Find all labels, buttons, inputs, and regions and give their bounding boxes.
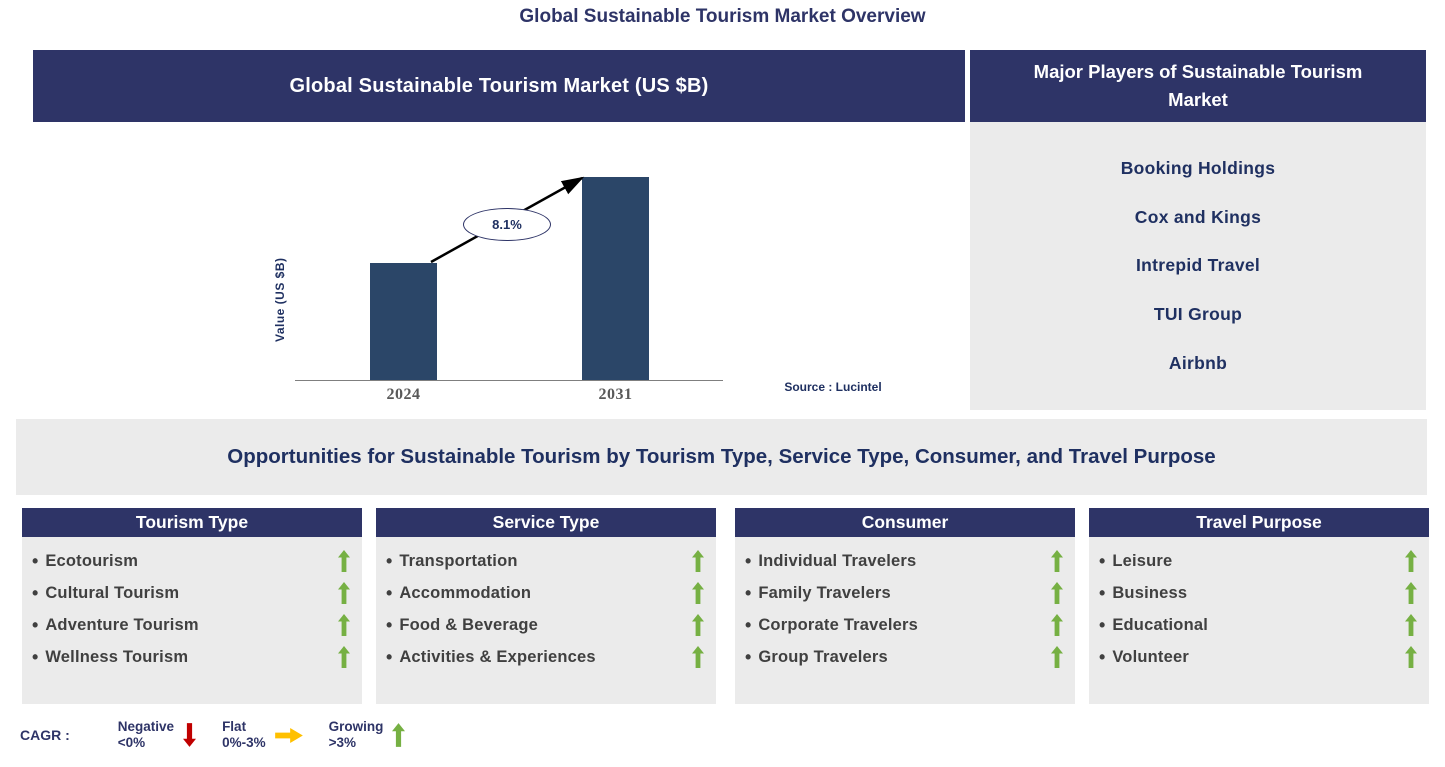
- bullet: •: [745, 615, 752, 635]
- list-item: • Business: [1099, 577, 1417, 609]
- legend-entry-flat: Flat 0%-3%: [222, 719, 303, 751]
- bullet: •: [32, 551, 39, 571]
- legend-entry-text: Flat 0%-3%: [222, 719, 266, 751]
- players-panel-header: Major Players of Sustainable Tourism Mar…: [970, 50, 1426, 122]
- bullet: •: [386, 583, 393, 603]
- player-item: Airbnb: [1168, 353, 1228, 374]
- bullet: •: [32, 615, 39, 635]
- list-item: • Adventure Tourism: [32, 609, 350, 641]
- bullet: •: [1099, 615, 1106, 635]
- list-item: • Wellness Tourism: [32, 641, 350, 673]
- column-consumer: Consumer • Individual Travelers • Family…: [735, 508, 1075, 704]
- down-arrow-icon: [183, 723, 197, 748]
- list-item: • Accommodation: [386, 577, 704, 609]
- list-item: • Leisure: [1099, 545, 1417, 577]
- up-arrow-icon: [1405, 646, 1417, 668]
- bullet: •: [1099, 551, 1106, 571]
- up-arrow-icon: [692, 550, 704, 572]
- up-arrow-icon: [1051, 614, 1063, 636]
- list-item: • Cultural Tourism: [32, 577, 350, 609]
- player-item: TUI Group: [1153, 304, 1243, 325]
- player-item: Booking Holdings: [1120, 157, 1276, 178]
- up-arrow-icon: [1051, 550, 1063, 572]
- column-travel-purpose: Travel Purpose • Leisure • Business • Ed…: [1089, 508, 1429, 704]
- bullet: •: [745, 647, 752, 667]
- bar-2024: [370, 263, 437, 380]
- up-arrow-icon: [338, 550, 350, 572]
- legend-entry-growing: Growing >3%: [329, 719, 406, 751]
- bullet: •: [1099, 583, 1106, 603]
- list-item: • Individual Travelers: [745, 545, 1063, 577]
- up-arrow-icon: [692, 582, 704, 604]
- column-body: • Transportation • Accommodation • Food …: [376, 537, 716, 704]
- bullet: •: [32, 647, 39, 667]
- x-tick-2031: 2031: [598, 386, 633, 403]
- bullet: •: [386, 615, 393, 635]
- column-tourism-type: Tourism Type • Ecotourism • Cultural Tou…: [22, 508, 362, 704]
- up-arrow-icon: [692, 646, 704, 668]
- player-item: Cox and Kings: [1134, 206, 1262, 227]
- bar-chart: Value (US $B) 8.1% 2024 2031 Source : Lu…: [33, 122, 965, 410]
- x-axis-line: [295, 380, 723, 381]
- list-item: • Educational: [1099, 609, 1417, 641]
- chart-panel-header: Global Sustainable Tourism Market (US $B…: [33, 50, 965, 122]
- column-service-type: Service Type • Transportation • Accommod…: [376, 508, 716, 704]
- list-item: • Volunteer: [1099, 641, 1417, 673]
- bullet: •: [386, 551, 393, 571]
- up-arrow-icon: [1051, 646, 1063, 668]
- major-players-panel: Major Players of Sustainable Tourism Mar…: [970, 50, 1426, 410]
- up-arrow-icon: [1051, 582, 1063, 604]
- list-item: • Corporate Travelers: [745, 609, 1063, 641]
- opportunities-banner: Opportunities for Sustainable Tourism by…: [16, 419, 1427, 495]
- bullet: •: [745, 583, 752, 603]
- legend-entry-text: Growing >3%: [328, 719, 384, 751]
- column-header: Tourism Type: [22, 508, 362, 537]
- column-header: Travel Purpose: [1089, 508, 1429, 537]
- bullet: •: [1099, 647, 1106, 667]
- column-header: Service Type: [376, 508, 716, 537]
- up-arrow-icon: [1405, 582, 1417, 604]
- x-tick-2024: 2024: [386, 386, 421, 403]
- up-arrow-icon: [1405, 550, 1417, 572]
- list-item: • Activities & Experiences: [386, 641, 704, 673]
- legend-entry-negative: Negative <0%: [117, 719, 197, 751]
- up-arrow-icon: [1405, 614, 1417, 636]
- column-body: • Individual Travelers • Family Traveler…: [735, 537, 1075, 704]
- bar-2031: [582, 177, 649, 380]
- cagr-legend: CAGR : Negative <0% Flat 0%-3% Growing >…: [20, 719, 431, 751]
- list-item: • Family Travelers: [745, 577, 1063, 609]
- y-axis-label: Value (US $B): [273, 257, 287, 342]
- up-arrow-icon: [338, 614, 350, 636]
- up-arrow-icon: [338, 646, 350, 668]
- players-list: Booking Holdings Cox and Kings Intrepid …: [970, 122, 1426, 410]
- list-item: • Ecotourism: [32, 545, 350, 577]
- market-chart-panel: Global Sustainable Tourism Market (US $B…: [33, 50, 965, 410]
- column-body: • Ecotourism • Cultural Tourism • Advent…: [22, 537, 362, 704]
- bullet: •: [32, 583, 39, 603]
- list-item: • Group Travelers: [745, 641, 1063, 673]
- legend-label: CAGR :: [20, 727, 70, 744]
- page-title: Global Sustainable Tourism Market Overvi…: [519, 6, 926, 27]
- bullet: •: [386, 647, 393, 667]
- source-note: Source : Lucintel: [784, 380, 882, 394]
- bullet: •: [745, 551, 752, 571]
- cagr-value: 8.1%: [492, 217, 522, 232]
- up-arrow-icon: [692, 614, 704, 636]
- column-header: Consumer: [735, 508, 1075, 537]
- right-arrow-icon: [274, 727, 303, 743]
- player-item: Intrepid Travel: [1135, 255, 1261, 276]
- cagr-badge: 8.1%: [463, 208, 551, 241]
- up-arrow-icon: [392, 723, 406, 748]
- list-item: • Food & Beverage: [386, 609, 704, 641]
- column-body: • Leisure • Business • Educational • Vol…: [1089, 537, 1429, 704]
- legend-entry-text: Negative <0%: [117, 719, 175, 751]
- trend-arrow: [430, 176, 585, 264]
- up-arrow-icon: [338, 582, 350, 604]
- list-item: • Transportation: [386, 545, 704, 577]
